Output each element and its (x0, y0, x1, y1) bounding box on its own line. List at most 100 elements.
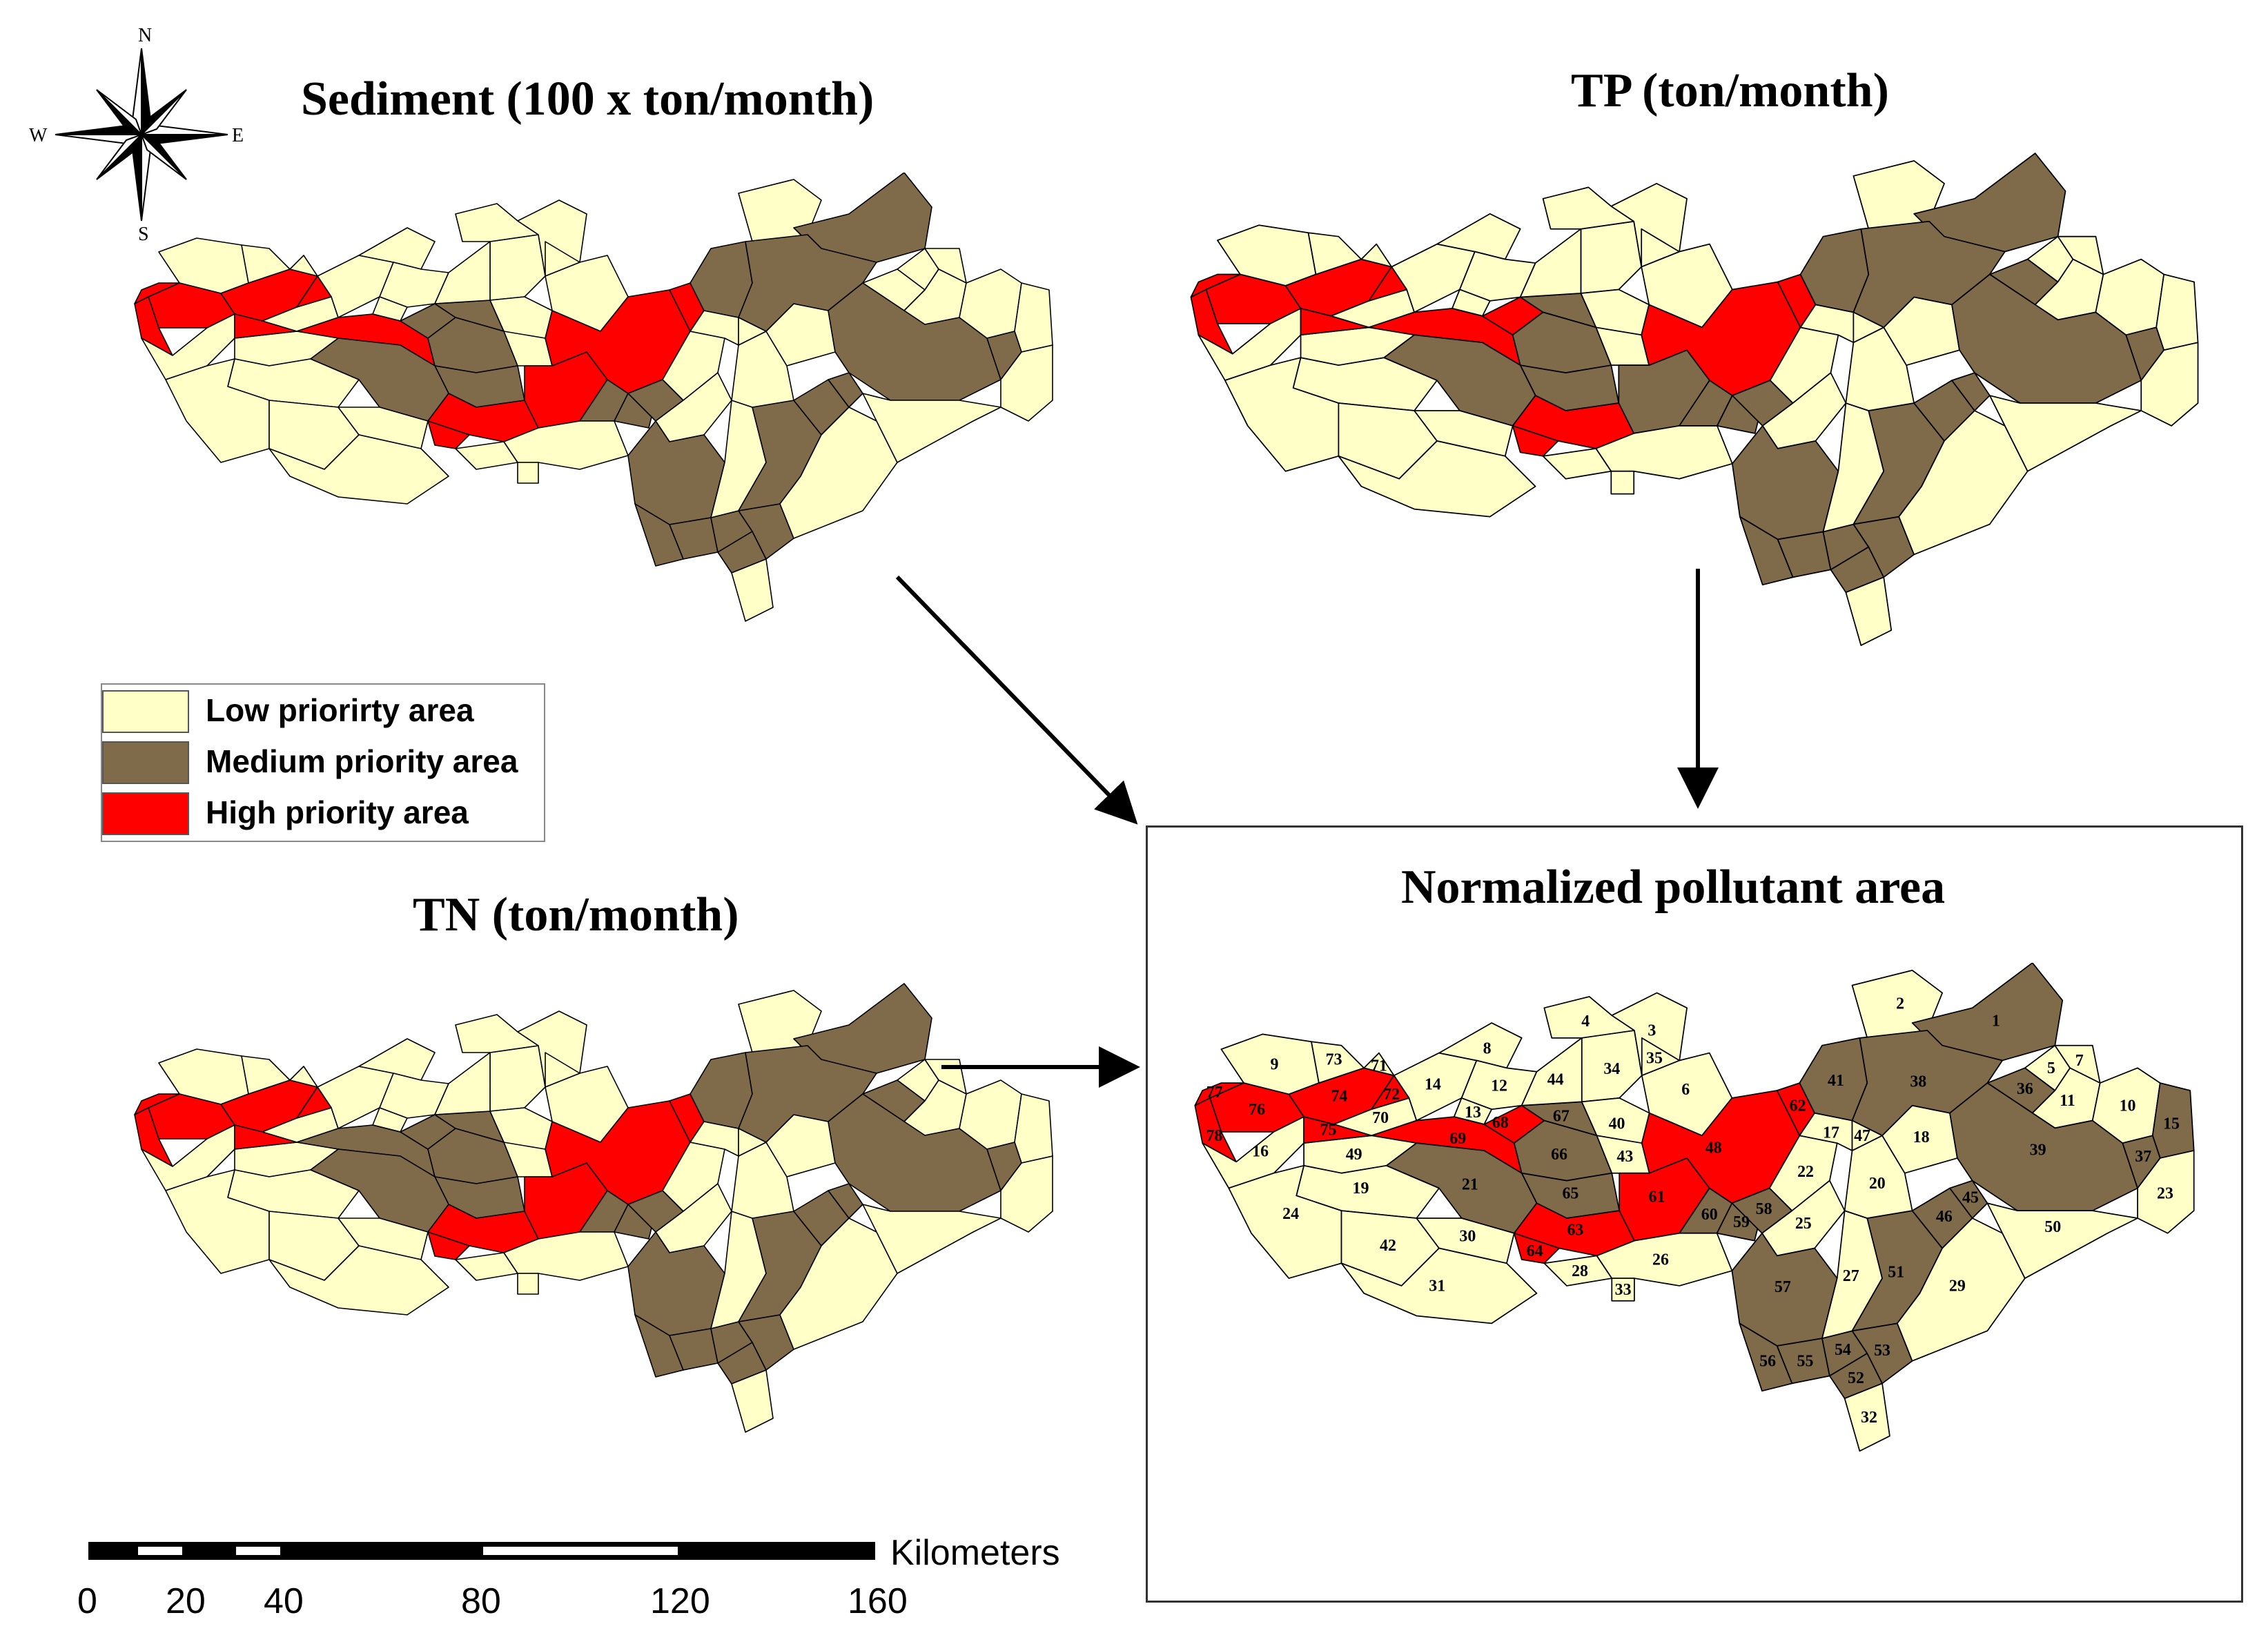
subbasin-47 (738, 1128, 767, 1157)
subbasin-label-52: 52 (1848, 1369, 1864, 1387)
subbasin-label-78: 78 (1206, 1127, 1222, 1145)
subbasin-label-45: 45 (1962, 1189, 1979, 1207)
subbasin-47 (1852, 311, 1885, 344)
subbasin-26 (1596, 1232, 1733, 1287)
subbasin-31 (1338, 440, 1536, 518)
subbasin-label-19: 19 (1353, 1180, 1369, 1197)
subbasin-35 (1641, 1037, 1681, 1077)
subbasin-26 (1595, 425, 1733, 480)
subbasin-label-24: 24 (1282, 1205, 1299, 1223)
subbasin-72 (296, 1086, 332, 1119)
subbasin-32 (1845, 576, 1893, 646)
subbasin-label-3: 3 (1648, 1022, 1656, 1040)
subbasin-75 (1300, 308, 1370, 336)
subbasin-75 (1303, 1116, 1372, 1144)
subbasin-label-65: 65 (1562, 1184, 1578, 1202)
subbasin-label-51: 51 (1888, 1263, 1904, 1281)
scale-tick-160: 160 (848, 1581, 908, 1621)
subbasin-label-77: 77 (1206, 1084, 1223, 1102)
title-result: Normalized pollutant area (1401, 861, 1946, 914)
subbasin-77 (134, 282, 180, 304)
subbasin-label-27: 27 (1843, 1267, 1859, 1285)
subbasin-label-20: 20 (1869, 1175, 1886, 1193)
subbasin-label-13: 13 (1465, 1104, 1481, 1122)
subbasin-label-34: 34 (1603, 1060, 1620, 1078)
legend-item-high: High priority area (102, 790, 544, 841)
subbasin-32 (731, 558, 774, 622)
subbasin-77 (1194, 1082, 1244, 1106)
subbasin-31 (268, 1245, 449, 1316)
subbasin-31 (268, 434, 449, 505)
subbasin-44 (434, 241, 491, 304)
subbasin-8 (1436, 213, 1521, 260)
subbasin-label-47: 47 (1854, 1127, 1870, 1145)
subbasin-33 (517, 1273, 539, 1295)
subbasin-label-66: 66 (1551, 1146, 1567, 1164)
subbasin-label-69: 69 (1449, 1130, 1466, 1148)
subbasin-47 (1851, 1119, 1883, 1151)
subbasin-50 (862, 393, 1001, 463)
scale-bar (88, 1542, 875, 1560)
subbasin-label-37: 37 (2135, 1148, 2151, 1166)
subbasin-label-2: 2 (1896, 995, 1904, 1013)
subbasin-72 (1368, 266, 1408, 302)
subbasin-label-10: 10 (2120, 1097, 2136, 1115)
legend-swatch-medium (102, 741, 189, 784)
subbasin-label-9: 9 (1271, 1056, 1279, 1074)
subbasin-35 (1641, 228, 1680, 268)
arrow-sediment-to-result (895, 575, 1138, 825)
compass-w: W (29, 125, 48, 146)
subbasin-50 (1986, 1202, 2138, 1279)
subbasin-label-53: 53 (1874, 1342, 1890, 1360)
subbasin-label-49: 49 (1346, 1146, 1362, 1164)
map-tn (134, 983, 1053, 1433)
subbasin-71 (289, 1066, 318, 1088)
compass-s: S (138, 224, 149, 245)
subbasin-50 (1988, 395, 2142, 472)
subbasin-label-68: 68 (1492, 1114, 1509, 1132)
subbasin-label-38: 38 (1910, 1073, 1926, 1091)
subbasin-32 (731, 1369, 774, 1433)
subbasin-35 (545, 241, 580, 277)
subbasin-label-75: 75 (1320, 1122, 1337, 1140)
subbasin-label-48: 48 (1705, 1140, 1722, 1157)
subbasin-32 (1844, 1382, 1890, 1452)
subbasin-label-18: 18 (1913, 1128, 1930, 1146)
subbasin-label-42: 42 (1380, 1237, 1396, 1255)
subbasin-label-22: 22 (1797, 1163, 1814, 1181)
subbasin-48 (1641, 281, 1801, 396)
subbasin-71 (1360, 243, 1393, 268)
subbasin-label-64: 64 (1527, 1242, 1543, 1260)
subbasin-50 (862, 1204, 1001, 1274)
subbasin-label-8: 8 (1483, 1040, 1492, 1058)
subbasin-35 (545, 1052, 580, 1088)
subbasin-label-67: 67 (1553, 1107, 1570, 1125)
subbasin-22 (662, 1142, 725, 1212)
subbasin-label-28: 28 (1572, 1262, 1588, 1280)
subbasin-label-26: 26 (1652, 1251, 1669, 1269)
subbasin-71 (289, 255, 318, 277)
scale-tick-120: 120 (650, 1581, 710, 1621)
legend-swatch-high (102, 792, 189, 835)
subbasin-label-14: 14 (1425, 1076, 1441, 1094)
title-sediment: Sediment (100 x ton/month) (301, 72, 874, 126)
map-tp (1190, 153, 2199, 646)
legend-item-medium: Medium priority area (102, 739, 544, 790)
subbasin-71 (1363, 1052, 1395, 1077)
subbasin-label-15: 15 (2163, 1115, 2180, 1133)
subbasin-label-11: 11 (2060, 1092, 2075, 1110)
subbasin-label-31: 31 (1429, 1278, 1445, 1295)
subbasin-label-61: 61 (1649, 1189, 1665, 1206)
subbasin-label-30: 30 (1459, 1228, 1476, 1246)
subbasin-label-59: 59 (1733, 1213, 1750, 1231)
subbasin-label-32: 32 (1861, 1409, 1877, 1427)
subbasin-label-5: 5 (2047, 1059, 2055, 1077)
subbasin-75 (234, 1124, 297, 1150)
subbasin-label-23: 23 (2157, 1184, 2173, 1202)
subbasin-label-12: 12 (1491, 1077, 1507, 1095)
subbasin-47 (738, 317, 767, 346)
subbasin-label-6: 6 (1681, 1081, 1690, 1099)
subbasin-label-16: 16 (1252, 1142, 1269, 1160)
scale-tick-40: 40 (264, 1581, 304, 1621)
